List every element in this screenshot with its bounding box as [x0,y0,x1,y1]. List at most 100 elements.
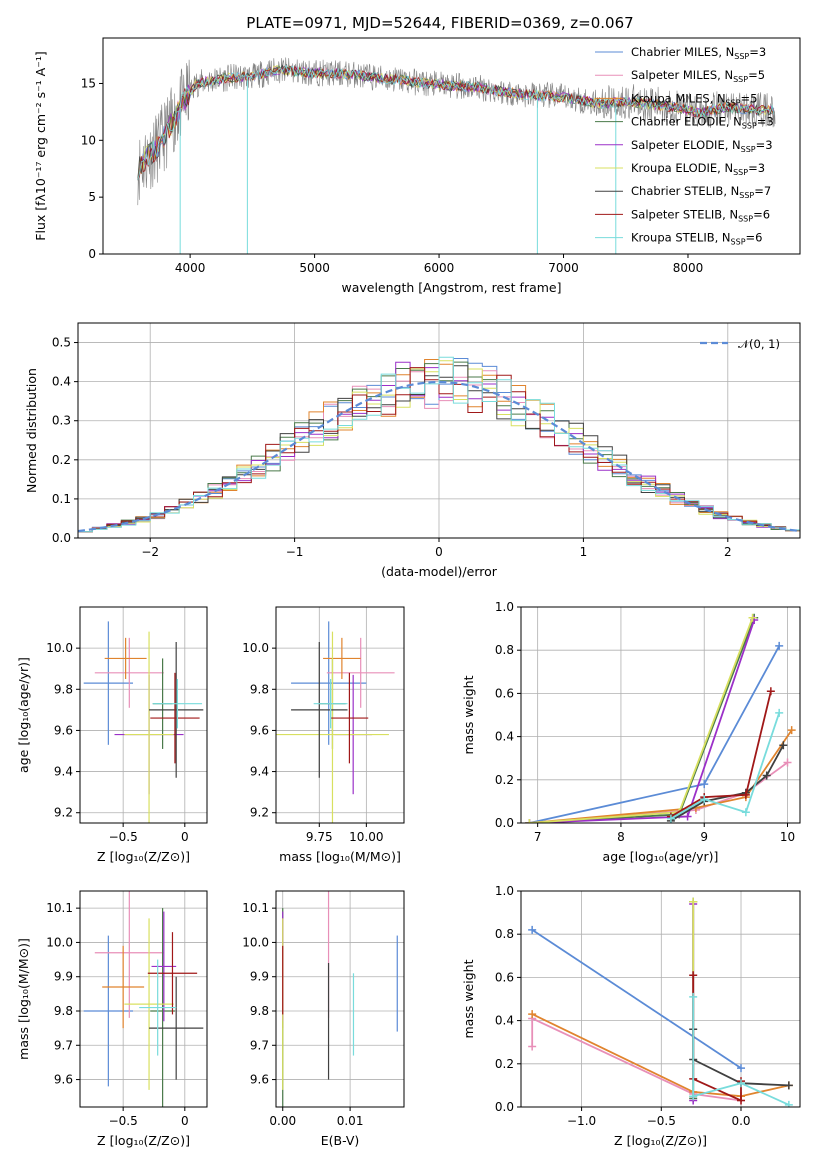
x-tick-label: 0 [435,545,443,559]
axes-frame [520,890,801,1108]
x-tick-label: 2 [724,545,732,559]
model-spectrum-line [137,64,775,181]
residual-histogram [78,356,800,533]
mass-weight-line [670,712,781,820]
y-tick-label: 0.4 [495,730,514,744]
y-tick-label: 0.6 [495,686,514,700]
x-tick-label: 0 [181,1114,189,1128]
y-tick-label: 10.0 [242,935,269,949]
y-tick-label: 0.2 [52,453,71,467]
y-tick-label: 0.0 [495,1100,514,1114]
mass-weight-marker [666,814,675,823]
y-tick-label: 9.7 [54,1038,73,1052]
x-axis-label: Z [log₁₀(Z/Z⊙)] [614,1133,707,1148]
age-vs-mass-panel: 9.75 10.00 9.2 9.4 9.6 9.8 10.0 mass [log₁₀(M/M… [242,606,405,864]
y-tick-label: 9.9 [250,970,269,984]
y-tick-label: 0.5 [52,336,71,350]
x-tick-label: 6000 [424,261,455,275]
mass-weight-marker [766,687,775,696]
x-tick-label: −2 [141,545,159,559]
axes-frame [275,606,405,824]
x-axis-label: mass [log₁₀(M/M⊙)] [279,849,401,864]
y-tick-label: 9.8 [250,682,269,696]
mass-weight-marker [528,925,537,934]
mass-weight-marker [689,1092,698,1101]
mass-weight-marker [525,819,534,823]
y-tick-label: 0.1 [52,492,71,506]
x-axis-label: E(B-V) [321,1133,360,1148]
y-tick-label: 9.4 [54,765,73,779]
y-axis-label: Flux [fλ10⁻¹⁷ erg cm⁻² s⁻¹ A⁻¹] [33,51,48,240]
x-tick-label: 0.00 [269,1114,296,1128]
x-tick-label: −0.5 [647,1114,676,1128]
legend-label: Chabrier MILES, NSSP=3 [631,45,766,61]
y-tick-label: 9.6 [54,723,73,737]
mass-weight-line [529,729,793,823]
mass-weight-vs-metallicity-panel: −1.0 −0.5 0.0 0.0 0.2 0.4 0.6 0.8 1.0 Z [log₁₀(Z/… [461,884,801,1148]
mass-weight-marker [700,780,709,789]
mass-weight-line [529,645,780,823]
mass-weight-line [692,975,742,1102]
x-tick-label: −0.5 [109,830,138,844]
y-tick-label: 9.6 [250,1073,269,1087]
mass-vs-metallicity-panel: −0.5 0 9.6 9.7 9.8 9.9 10.0 10.1 Z [log₁₀(Z/Z⊙)]… [16,890,208,1148]
y-tick-label: 0.4 [52,375,71,389]
x-tick-label: 1 [580,545,588,559]
legend-label: Kroupa MILES, NSSP=5 [631,91,757,107]
mass-weight-line [531,1013,789,1098]
y-tick-label: 9.2 [250,806,269,820]
y-axis-label: mass weight [461,675,476,754]
mass-weight-marker [784,1100,793,1107]
residuals-panel: −2 −1 0 1 2 0.0 0.1 0.2 0.3 0.4 0.5 (data-model)/er… [24,322,801,579]
mass-weight-marker [528,1010,537,1019]
x-tick-label: 0.0 [731,1114,750,1128]
y-tick-label: 10.0 [242,641,269,655]
y-tick-label: 0 [88,247,96,261]
y-tick-label: 9.4 [250,765,269,779]
x-axis-label: Z [log₁₀(Z/Z⊙)] [97,1133,190,1148]
y-tick-label: 0.2 [495,1057,514,1071]
x-tick-label: 9.75 [306,830,333,844]
mass-weight-marker [737,1079,746,1088]
x-axis-label: Z [log₁₀(Z/Z⊙)] [97,849,190,864]
y-tick-label: 9.8 [250,1004,269,1018]
x-tick-label: 8 [617,830,625,844]
axes-frame [520,606,801,824]
mass-weight-marker [689,897,698,906]
x-tick-label: 0.01 [337,1114,364,1128]
y-tick-label: 9.7 [250,1038,269,1052]
mass-weight-line [531,1016,742,1102]
mass-weight-marker [700,795,709,804]
axes-frame [79,606,208,824]
mass-weight-marker [748,613,757,622]
x-tick-label: 0 [181,830,189,844]
y-tick-label: 0.2 [495,773,514,787]
y-tick-label: 9.6 [250,723,269,737]
mass-weight-marker [784,1081,793,1090]
mass-weight-vs-age-panel: 7 8 9 10 0.0 0.2 0.4 0.6 0.8 1.0 age [log₁₀(age/yr… [461,600,801,864]
mass-weight-marker [762,771,771,780]
mass-weight-marker [683,812,692,821]
mass-weight-marker [775,641,784,650]
y-tick-label: 10.1 [242,901,269,915]
legend-label: Salpeter STELIB, NSSP=6 [631,207,770,223]
mass-weight-marker [779,741,788,750]
y-tick-label: 0.4 [495,1014,514,1028]
mass-weight-marker [689,971,698,980]
plot-area [276,621,395,823]
plot-area [83,891,204,1107]
mass-weight-marker [528,1042,537,1051]
legend-label: Chabrier STELIB, NSSP=7 [631,184,771,200]
x-tick-label: 10.00 [349,830,383,844]
y-tick-label: 15 [81,76,96,90]
x-tick-label: 8000 [673,261,704,275]
legend-label: Chabrier ELODIE, NSSP=3 [631,115,774,131]
axes-frame [102,37,801,255]
mass-weight-marker [787,726,796,735]
spectrum-panel: 4000 5000 6000 7000 8000 0 5 10 15 wavelength [An… [33,37,801,295]
figure-title: PLATE=0971, MJD=52644, FIBERID=0369, z=0… [246,14,633,32]
mass-weight-marker [741,790,750,799]
y-tick-label: 0.0 [495,816,514,830]
y-tick-label: 10.0 [46,935,73,949]
